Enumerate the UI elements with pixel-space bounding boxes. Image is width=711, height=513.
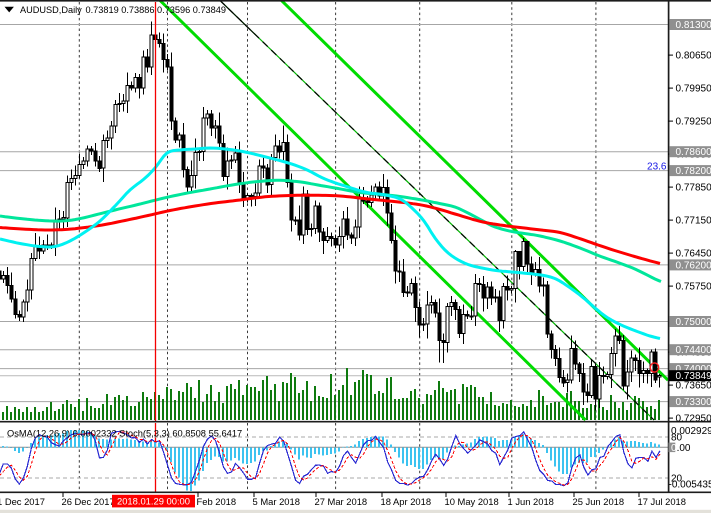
svg-text:Feb 2018: Feb 2018 — [197, 496, 237, 507]
svg-text:0.73650: 0.73650 — [676, 381, 711, 392]
svg-text:10 May 2018: 10 May 2018 — [445, 496, 499, 507]
svg-text:0.77150: 0.77150 — [676, 216, 711, 227]
svg-text:0.74400: 0.74400 — [676, 345, 711, 356]
svg-text:18 Apr 2018: 18 Apr 2018 — [381, 496, 432, 507]
svg-text:0.81300: 0.81300 — [676, 20, 711, 31]
svg-text:1 Dec 2017: 1 Dec 2017 — [0, 496, 45, 507]
svg-text:27 Mar 2018: 27 Mar 2018 — [315, 496, 368, 507]
svg-text:17 Jul 2018: 17 Jul 2018 — [638, 496, 686, 507]
svg-text:0.78200: 0.78200 — [676, 166, 711, 177]
svg-text:26 Dec 2017: 26 Dec 2017 — [62, 496, 115, 507]
svg-text:0.78600: 0.78600 — [676, 147, 711, 158]
svg-text:0.79250: 0.79250 — [676, 117, 711, 128]
svg-text:2018.01.29 00:00: 2018.01.29 00:00 — [117, 496, 190, 507]
svg-text:0.76450: 0.76450 — [676, 249, 711, 260]
svg-text:25 Jun 2018: 25 Jun 2018 — [573, 496, 625, 507]
svg-text:1 Jun 2018: 1 Jun 2018 — [508, 496, 554, 507]
svg-text:OsMA(12,26,9) 0.0002332 Stoch: OsMA(12,26,9) 0.0002332 Stoch(5,3,3) 60.… — [7, 429, 242, 439]
svg-text:0.0029294: 0.0029294 — [671, 426, 711, 437]
svg-text:0.75000: 0.75000 — [676, 317, 711, 328]
svg-text:23.6: 23.6 — [647, 162, 667, 173]
svg-text:0.76200: 0.76200 — [676, 260, 711, 271]
svg-text:0.77850: 0.77850 — [676, 183, 711, 194]
svg-text:0.80650: 0.80650 — [676, 51, 711, 62]
svg-text:0.00: 0.00 — [671, 443, 691, 454]
svg-text:0.79950: 0.79950 — [676, 84, 711, 95]
svg-text:20: 20 — [671, 473, 683, 484]
svg-text:0.73849: 0.73849 — [676, 371, 711, 382]
svg-text:AUDUSD,Daily: AUDUSD,Daily — [20, 5, 82, 15]
svg-text:5 Mar 2018: 5 Mar 2018 — [253, 496, 300, 507]
svg-text:0.74000: 0.74000 — [676, 364, 711, 375]
svg-text:0.75750: 0.75750 — [676, 282, 711, 293]
svg-text:0.72950: 0.72950 — [676, 414, 711, 425]
svg-text:0.73300: 0.73300 — [676, 397, 711, 408]
svg-text:80: 80 — [671, 432, 683, 443]
svg-text:-0.005435: -0.005435 — [669, 479, 711, 490]
svg-text:0.73819 0.73886 0.73596 0.7384: 0.73819 0.73886 0.73596 0.73849 — [86, 5, 227, 15]
